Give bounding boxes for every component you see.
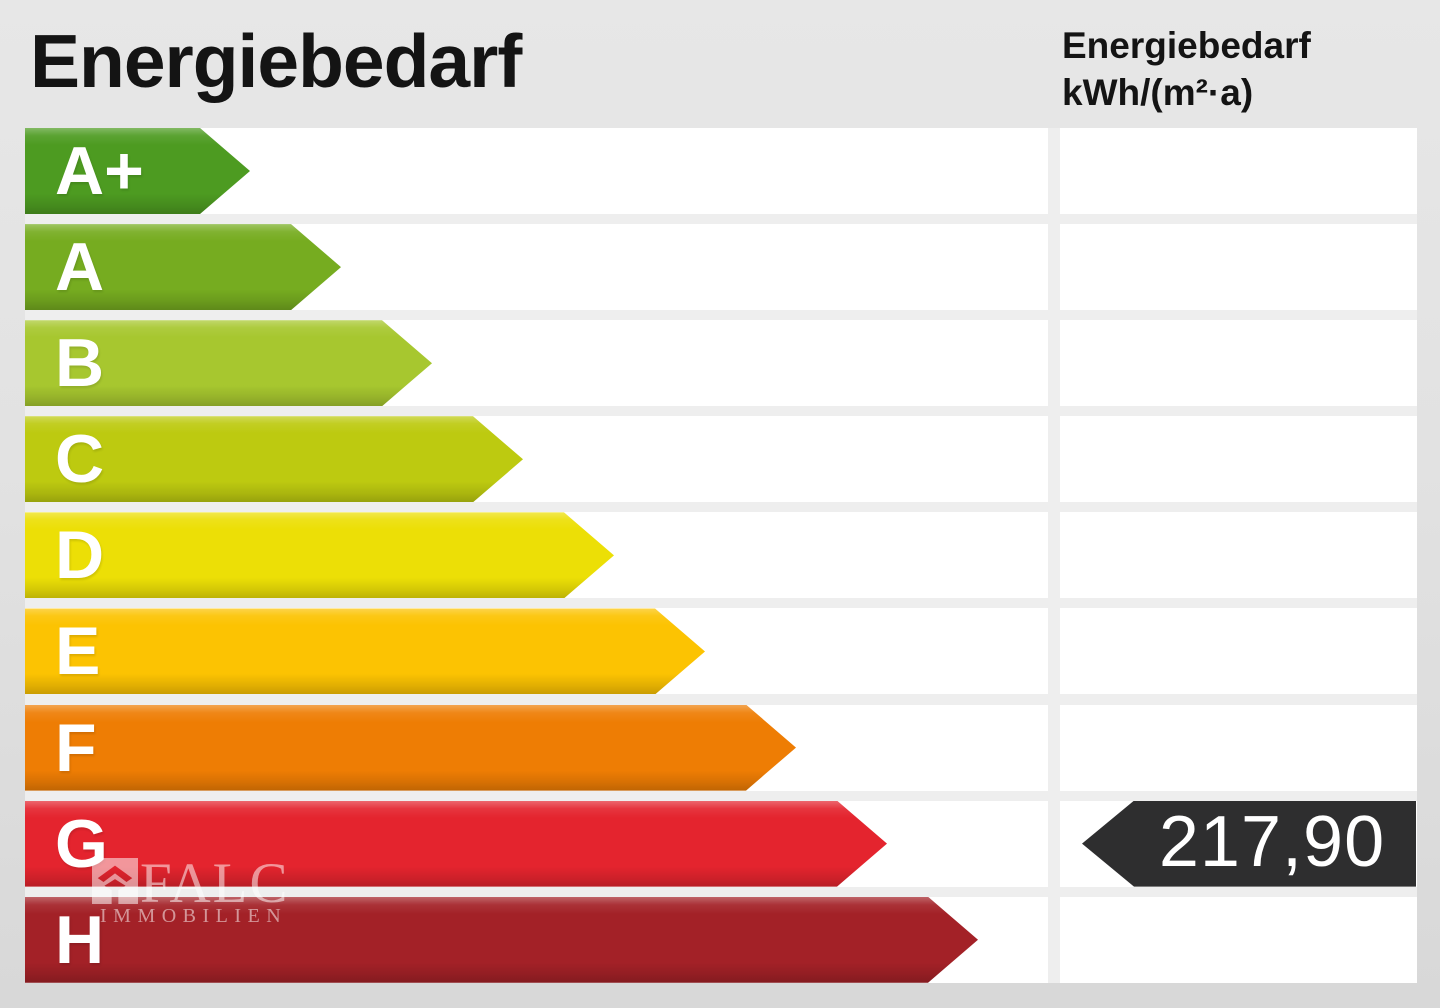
scale-cell: H bbox=[25, 896, 1048, 983]
energy-class-arrow: C bbox=[25, 416, 523, 502]
scale-cell: G bbox=[25, 800, 1048, 887]
energy-class-arrow: A+ bbox=[25, 128, 250, 214]
energy-class-arrow: G bbox=[25, 801, 887, 887]
value-cell bbox=[1060, 320, 1417, 407]
energy-class-label: G bbox=[55, 805, 108, 882]
energy-row-c: C bbox=[25, 416, 1417, 503]
page-title: Energiebedarf bbox=[30, 19, 522, 103]
energy-row-a-plus: A+ bbox=[25, 128, 1417, 214]
value-cell bbox=[1060, 512, 1417, 599]
value-cell bbox=[1060, 224, 1417, 311]
energy-row-e: E bbox=[25, 608, 1417, 695]
value-cell: 217,90 bbox=[1060, 800, 1417, 887]
scale-cell: C bbox=[25, 416, 1048, 503]
energy-class-arrow: H bbox=[25, 897, 978, 983]
energy-row-h: H bbox=[25, 896, 1417, 983]
energy-class-label: A bbox=[55, 229, 105, 306]
value-cell bbox=[1060, 896, 1417, 983]
energy-class-label: H bbox=[55, 901, 105, 978]
energy-class-arrow: D bbox=[25, 512, 614, 598]
energy-class-label: E bbox=[55, 613, 101, 690]
value-cell bbox=[1060, 128, 1417, 214]
scale-cell: F bbox=[25, 704, 1048, 791]
value-column-header-line1: Energiebedarf bbox=[1062, 25, 1311, 66]
scale-cell: A+ bbox=[25, 128, 1048, 214]
energy-row-b: B bbox=[25, 320, 1417, 407]
energy-class-label: C bbox=[55, 421, 105, 498]
energy-scale-grid: A+ A B C bbox=[25, 128, 1417, 983]
value-cell bbox=[1060, 416, 1417, 503]
energy-class-label: F bbox=[55, 709, 97, 786]
energy-class-arrow: F bbox=[25, 705, 796, 791]
energy-row-g: G 217,90 bbox=[25, 800, 1417, 887]
energy-class-label: D bbox=[55, 517, 105, 594]
value-cell bbox=[1060, 608, 1417, 695]
scale-cell: D bbox=[25, 512, 1048, 599]
energy-row-d: D bbox=[25, 512, 1417, 599]
energy-class-arrow: A bbox=[25, 224, 341, 310]
energy-class-arrow: B bbox=[25, 320, 432, 406]
energy-class-label: B bbox=[55, 325, 105, 402]
scale-cell: A bbox=[25, 224, 1048, 311]
value-column-header: Energiebedarf kWh/(m²·a) bbox=[1062, 22, 1311, 116]
scale-cell: E bbox=[25, 608, 1048, 695]
energy-row-a: A bbox=[25, 224, 1417, 311]
value-cell bbox=[1060, 704, 1417, 791]
scale-cell: B bbox=[25, 320, 1048, 407]
energy-row-f: F bbox=[25, 704, 1417, 791]
energy-class-arrow: E bbox=[25, 608, 705, 694]
value-column-header-unit: kWh/(m²·a) bbox=[1062, 72, 1254, 113]
energy-class-label: A+ bbox=[55, 133, 144, 209]
energy-value-marker: 217,90 bbox=[1082, 800, 1416, 887]
energy-value: 217,90 bbox=[1158, 801, 1386, 882]
